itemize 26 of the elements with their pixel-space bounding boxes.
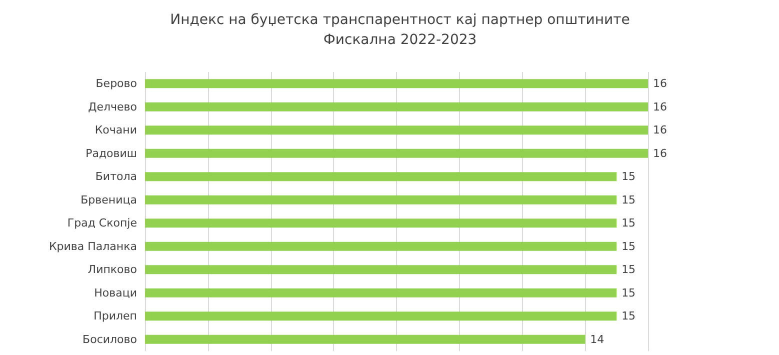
y-tick-label: Босилово [82,332,138,346]
data-label: 15 [622,310,636,323]
y-tick-label: Брвеница [80,193,137,206]
y-tick-label: Битола [95,170,137,184]
data-label: 15 [622,240,636,253]
data-label: 15 [622,193,636,206]
y-tick-label: Радовиш [86,146,137,160]
y-tick-label: Прилеп [94,310,137,323]
y-tick-label: Делчево [88,100,138,114]
y-tick-label: Новаци [94,286,137,300]
data-label: 14 [590,332,604,346]
data-label: 16 [653,100,667,114]
data-label: 15 [622,170,636,184]
data-label: 16 [653,77,667,90]
chart-title: Индекс на буџетска транспарентност кај партнер општините [170,12,630,28]
y-tick-label: Берово [96,77,138,90]
y-tick-label: Кочани [94,124,137,137]
data-label: 15 [622,286,636,300]
data-label: 15 [622,216,636,230]
data-label: 16 [653,124,667,137]
chart-subtitle: Фискална 2022-2023 [323,32,477,48]
y-tick-label: Липково [88,263,138,276]
y-tick-label: Крива Паланка [48,240,137,253]
data-label: 15 [622,263,636,276]
data-label: 16 [653,146,667,160]
y-tick-label: Град Скопје [67,216,138,230]
